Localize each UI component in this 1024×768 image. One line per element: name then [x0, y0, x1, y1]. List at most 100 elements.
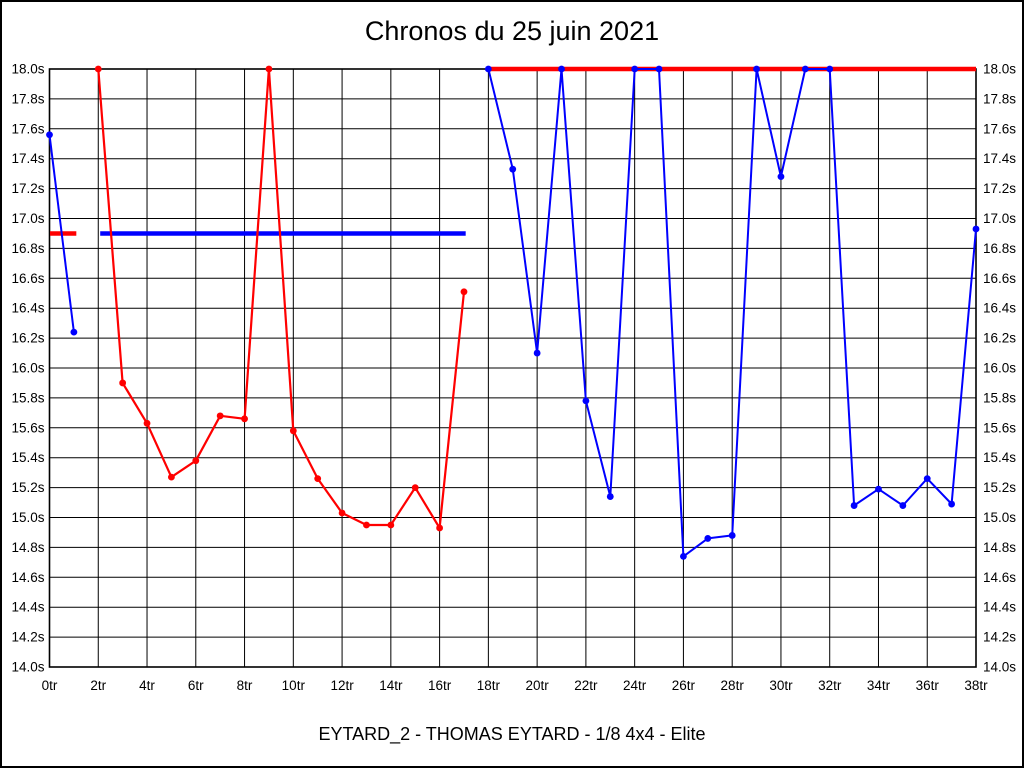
blue-run-main-laps-point — [899, 502, 907, 509]
y-tick-label-right: 16.6s — [983, 271, 1016, 286]
x-tick-label: 6tr — [188, 678, 204, 693]
x-tick-label: 26tr — [672, 678, 696, 693]
blue-run-main-laps-point — [631, 65, 639, 73]
blue-run-main-laps-point — [850, 502, 858, 509]
blue-run-main-laps-point — [558, 65, 565, 73]
x-tick-label: 2tr — [90, 678, 106, 693]
x-tick-label: 4tr — [139, 678, 155, 693]
y-tick-label-left: 15.4s — [11, 450, 44, 465]
y-tick-label-left: 15.0s — [11, 510, 44, 525]
y-tick-label-left: 15.2s — [11, 480, 44, 495]
y-tick-label-right: 15.6s — [983, 420, 1016, 435]
y-tick-label-left: 15.6s — [11, 420, 44, 435]
y-tick-label-right: 17.8s — [983, 91, 1016, 106]
red-run-laps-point — [119, 379, 127, 387]
blue-run-main-laps-point — [533, 349, 541, 357]
y-tick-label-left: 17.8s — [11, 91, 44, 106]
y-tick-label-left: 15.8s — [11, 390, 44, 405]
x-tick-label: 36tr — [916, 678, 940, 693]
reference-lines — [49, 66, 976, 236]
blue-run-main-laps-point — [484, 65, 492, 73]
x-tick-label: 34tr — [867, 678, 891, 693]
y-axis-tick-labels-left: 14.0s 14.2s 14.4s 14.6s 14.8s 15.0s 15.2s 15.4s… — [11, 62, 44, 675]
y-tick-label-right: 17.6s — [983, 121, 1016, 136]
blue-run-start-laps-line — [48, 134, 75, 333]
blue-run-main-laps-point — [777, 173, 785, 181]
x-tick-label: 24tr — [623, 678, 647, 693]
y-tick-label-right: 18.0s — [983, 62, 1016, 77]
y-tick-label-right: 15.2s — [983, 480, 1016, 495]
red-run-laps-point — [241, 415, 248, 423]
y-tick-label-left: 17.2s — [11, 181, 44, 196]
blue-run-main-laps-point — [875, 485, 882, 493]
y-tick-label-left: 17.0s — [11, 211, 44, 226]
x-tick-label: 10tr — [282, 678, 306, 693]
y-tick-label-right: 14.2s — [983, 630, 1016, 645]
y-tick-label-right: 14.8s — [983, 540, 1016, 555]
red-run-laps-point — [168, 473, 175, 481]
red-run-laps-point — [94, 65, 102, 73]
y-tick-label-right: 17.2s — [983, 181, 1016, 196]
y-tick-label-left: 14.4s — [11, 600, 44, 615]
y-axis-tick-labels-right: 14.0s 14.2s 14.4s 14.6s 14.8s 15.0s 15.2s 15.4s… — [983, 62, 1016, 675]
series-red-run-laps — [94, 65, 468, 532]
y-tick-label-right: 15.0s — [983, 510, 1016, 525]
y-tick-label-right: 14.6s — [983, 570, 1016, 585]
y-tick-label-left: 16.4s — [11, 301, 44, 316]
x-tick-label: 14tr — [379, 678, 403, 693]
blue-run-main-laps-point — [923, 475, 931, 483]
chart-footer: EYTARD_2 - THOMAS EYTARD - 1/8 4x4 - Eli… — [318, 724, 706, 744]
x-tick-label: 12tr — [330, 678, 354, 693]
y-tick-label-left: 16.2s — [11, 331, 44, 346]
blue-run-main-laps-point — [826, 65, 834, 73]
blue-run-main-laps-point — [509, 165, 517, 173]
x-tick-label: 20tr — [525, 678, 549, 693]
x-tick-label: 0tr — [42, 678, 58, 693]
x-tick-label: 30tr — [769, 678, 793, 693]
blue-run-main-laps-point — [948, 500, 956, 508]
blue-run-start-laps-point — [70, 328, 78, 336]
y-tick-label-right: 16.2s — [983, 331, 1016, 346]
red-run-laps-point — [436, 524, 444, 532]
red-run-laps-point — [338, 509, 346, 517]
red-run-laps-line — [97, 67, 466, 530]
red-run-laps-point — [460, 288, 468, 296]
blue-run-main-laps-point — [728, 532, 736, 539]
y-tick-label-right: 14.4s — [983, 600, 1016, 615]
blue-run-start-laps-point — [46, 131, 53, 139]
series-blue-run-start-laps — [46, 131, 78, 336]
red-run-laps-point — [387, 521, 395, 529]
y-tick-label-right: 14.0s — [983, 660, 1016, 675]
red-run-laps-point — [265, 65, 273, 73]
red-run-laps-point — [314, 475, 322, 483]
y-tick-label-left: 14.2s — [11, 630, 44, 645]
y-tick-label-right: 16.4s — [983, 301, 1016, 316]
y-tick-label-right: 17.4s — [983, 151, 1016, 166]
red-run-laps-point — [192, 457, 200, 465]
blue-run-main-laps-point — [704, 535, 712, 542]
x-tick-label: 18tr — [477, 678, 501, 693]
y-tick-label-left: 16.0s — [11, 361, 44, 376]
y-tick-label-left: 14.8s — [11, 540, 44, 555]
y-tick-label-right: 17.0s — [983, 211, 1016, 226]
x-tick-label: 8tr — [237, 678, 253, 693]
x-tick-label: 16tr — [428, 678, 452, 693]
red-run-laps-point — [289, 427, 297, 435]
grid-lines — [49, 68, 977, 668]
y-tick-label-right: 15.4s — [983, 450, 1016, 465]
y-tick-label-left: 16.6s — [11, 271, 44, 286]
red-run-laps-point — [363, 521, 370, 529]
blue-run-main-laps-point — [655, 65, 663, 73]
y-tick-label-right: 16.0s — [983, 361, 1016, 376]
x-tick-label: 28tr — [721, 678, 745, 693]
series-blue-run-main-laps — [484, 65, 980, 560]
blue-run-main-laps-point — [801, 65, 809, 73]
x-tick-label: 32tr — [818, 678, 842, 693]
y-tick-label-left: 16.8s — [11, 241, 44, 256]
red-run-laps-point — [216, 412, 224, 420]
x-axis-tick-labels: 0tr 2tr 4tr 6tr 8tr 10tr 12tr 14tr 16tr 18tr 20tr 2… — [42, 678, 989, 693]
red-run-laps-point — [411, 484, 419, 491]
blue-run-main-laps-point — [753, 65, 760, 73]
blue-run-main-laps-point — [972, 225, 980, 233]
